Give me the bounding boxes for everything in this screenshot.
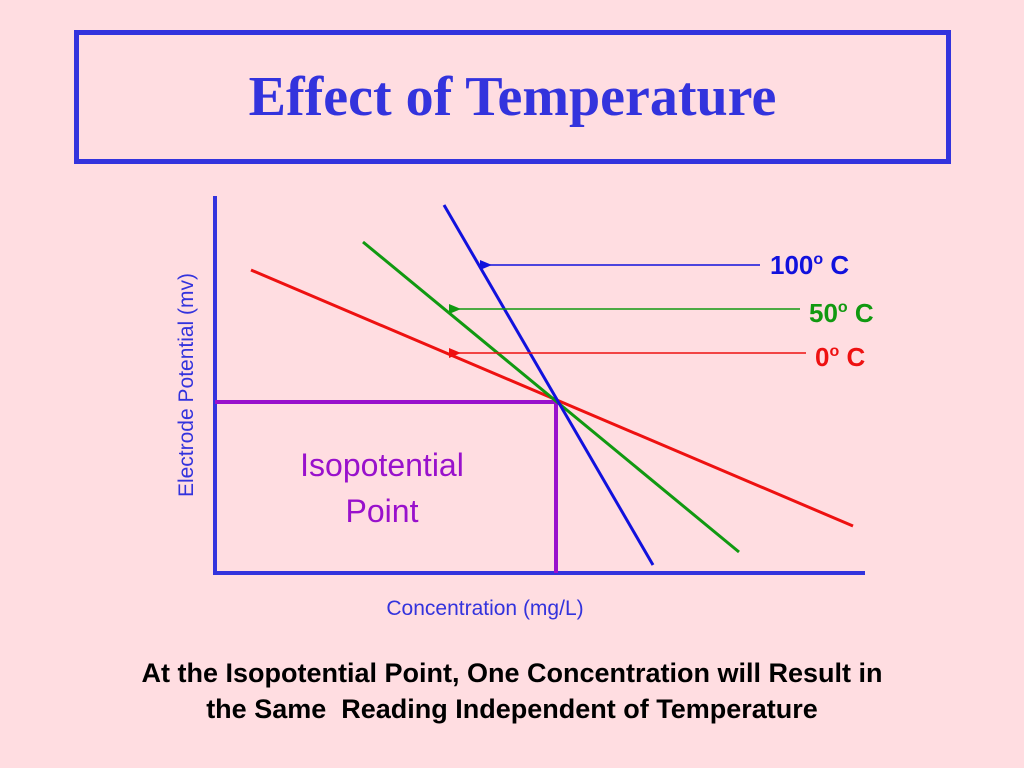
x-axis-label: Concentration (mg/L) xyxy=(386,597,583,620)
line-100c xyxy=(442,204,655,566)
label-100c: 100o C xyxy=(770,250,849,280)
title-box: Effect of Temperature xyxy=(74,30,951,164)
caption: At the Isopotential Point, One Concentra… xyxy=(0,655,1024,727)
caption-line-2: the Same Reading Independent of Temperat… xyxy=(206,694,818,724)
isopotential-label-line1: Isopotential xyxy=(300,447,464,483)
slide-title: Effect of Temperature xyxy=(248,66,777,128)
caption-line-1: At the Isopotential Point, One Concentra… xyxy=(141,658,883,688)
isopotential-label-line2: Point xyxy=(346,493,419,529)
label-50c: 50o C xyxy=(809,298,874,328)
line-50c xyxy=(362,240,740,554)
label-0c: 0o C xyxy=(815,342,865,372)
y-axis-label: Electrode Potential (mv) xyxy=(175,273,198,497)
